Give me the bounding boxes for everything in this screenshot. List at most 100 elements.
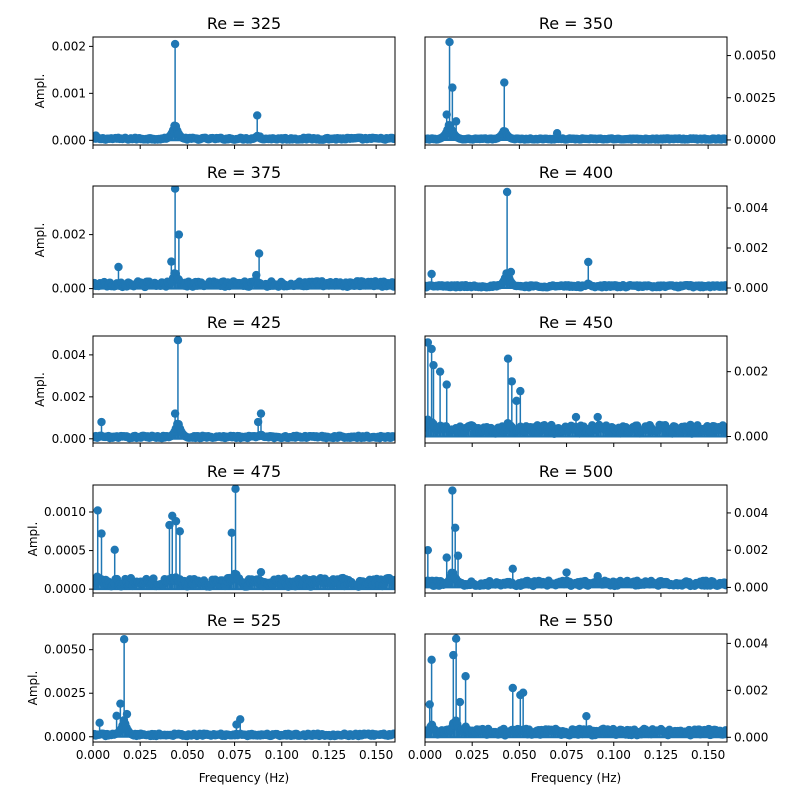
y-tick-label: 0.002 xyxy=(734,543,768,557)
stem-marker xyxy=(390,134,395,144)
panel-3: Re = 375 0.000 0.002 Ampl. xyxy=(33,163,396,298)
panel-6: Re = 450 0.000 0.002 xyxy=(424,313,768,447)
stem-marker xyxy=(165,520,174,530)
x-axis-label: Frequency (Hz) xyxy=(199,771,290,785)
stem-marker xyxy=(112,711,121,721)
x-tick-label: 0.000 xyxy=(408,748,442,762)
y-tick-label: 0.000 xyxy=(52,432,86,446)
stem-marker xyxy=(256,409,266,418)
stem-marker xyxy=(95,718,104,728)
panel-5: Re = 425 0.000 0.002 0.004 Ampl. xyxy=(33,313,396,447)
x-axis-label: Frequency (Hz) xyxy=(531,771,622,785)
stem-marker xyxy=(722,728,727,737)
y-tick-label: 0.000 xyxy=(734,430,768,444)
stem-marker xyxy=(448,486,457,495)
x-tick-label: 0.100 xyxy=(265,748,299,762)
panel-title: Re = 325 xyxy=(207,14,281,33)
stem-marker xyxy=(722,427,727,437)
y-axis-label: Ampl. xyxy=(33,223,47,258)
stem-marker xyxy=(425,338,433,347)
stem-marker xyxy=(435,367,445,376)
panel-frame xyxy=(424,484,728,594)
panel-10: Re = 550 0.000 0.002 0.004 0.000 0.025 0.050 0.… xyxy=(408,611,769,785)
stem-marker xyxy=(93,131,101,140)
x-tick-label: 0.050 xyxy=(502,748,536,762)
stem-marker xyxy=(255,132,265,141)
stem-marker xyxy=(97,529,106,538)
x-tick-label: 0.025 xyxy=(123,748,157,762)
panel-2: Re = 350 0.0000 0.0025 0.0050 xyxy=(424,14,776,149)
panel-title: Re = 475 xyxy=(207,462,281,481)
x-tick-label: 0.000 xyxy=(76,748,110,762)
stem-marker xyxy=(508,683,517,693)
x-tick-label: 0.075 xyxy=(217,748,251,762)
stem-marker xyxy=(506,267,516,277)
y-tick-label: 0.0025 xyxy=(44,686,86,700)
y-axis-label: Ampl. xyxy=(33,74,47,109)
stem-marker xyxy=(503,354,513,363)
stem-marker xyxy=(93,506,102,515)
y-tick-label: 0.002 xyxy=(52,39,86,53)
y-tick-label: 0.004 xyxy=(734,506,768,520)
y-tick-label: 0.002 xyxy=(734,365,768,379)
stem-marker xyxy=(116,699,125,708)
panel-title: Re = 425 xyxy=(207,313,281,332)
panel-frame xyxy=(92,484,396,594)
stem-marker xyxy=(449,650,458,660)
panel-frame xyxy=(424,335,728,444)
stem-marker xyxy=(584,257,593,267)
stem-marker xyxy=(516,386,525,396)
panel-plot-area xyxy=(93,186,395,292)
panel-plot-area xyxy=(93,336,395,443)
stem-marker xyxy=(110,545,119,554)
stem-marker xyxy=(170,186,180,193)
panel-plot-area xyxy=(93,39,395,144)
stem-marker xyxy=(167,257,176,266)
panel-plot-area xyxy=(425,338,727,438)
x-tick-label: 0.125 xyxy=(644,748,678,762)
stem-marker xyxy=(502,187,512,197)
y-tick-label: 0.000 xyxy=(734,281,768,295)
panel-8: Re = 500 0.000 0.002 0.004 xyxy=(424,462,768,597)
stem-marker xyxy=(174,130,183,139)
y-tick-label: 0.004 xyxy=(52,348,86,362)
y-tick-label: 0.001 xyxy=(52,86,86,100)
stem-marker xyxy=(451,117,461,126)
y-tick-label: 0.000 xyxy=(734,730,768,744)
y-axis-label: Ampl. xyxy=(33,372,47,407)
panel-7: Re = 475 0.0000 0.0005 0.0010 Ampl. xyxy=(26,462,396,597)
x-tick-label: 0.050 xyxy=(170,748,204,762)
stem-marker xyxy=(461,672,470,681)
stem-marker xyxy=(427,344,436,354)
panel-plot-area xyxy=(425,37,727,144)
panel-9: Re = 525 0.0000 0.0025 0.0050 Ampl. 0.000 0.02… xyxy=(26,611,396,785)
stem-marker xyxy=(425,545,433,555)
stem-marker xyxy=(722,135,727,144)
stem-marker xyxy=(507,377,517,386)
panel-title: Re = 450 xyxy=(539,313,613,332)
stem-marker xyxy=(252,270,261,280)
panel-title: Re = 500 xyxy=(539,462,613,481)
y-tick-label: 0.002 xyxy=(52,228,86,242)
stem-marker xyxy=(593,412,602,422)
stem-marker xyxy=(518,688,528,697)
stem-marker xyxy=(390,575,395,585)
panel-title: Re = 525 xyxy=(207,611,281,630)
stem-marker xyxy=(512,396,521,406)
stem-marker xyxy=(442,110,451,119)
stem-marker xyxy=(119,635,129,644)
stem-marker xyxy=(445,37,454,47)
panel-frame xyxy=(424,185,728,295)
stem-marker xyxy=(253,111,262,120)
y-tick-label: 0.002 xyxy=(52,390,86,404)
stem-marker xyxy=(453,551,463,560)
stem-marker xyxy=(562,568,571,577)
stem-marker xyxy=(451,634,461,643)
panel-title: Re = 350 xyxy=(539,14,613,33)
y-tick-label: 0.002 xyxy=(734,683,768,697)
stem-marker xyxy=(442,553,451,562)
panel-frame xyxy=(424,36,728,146)
y-tick-label: 0.000 xyxy=(52,282,86,296)
panel-title: Re = 550 xyxy=(539,611,613,630)
